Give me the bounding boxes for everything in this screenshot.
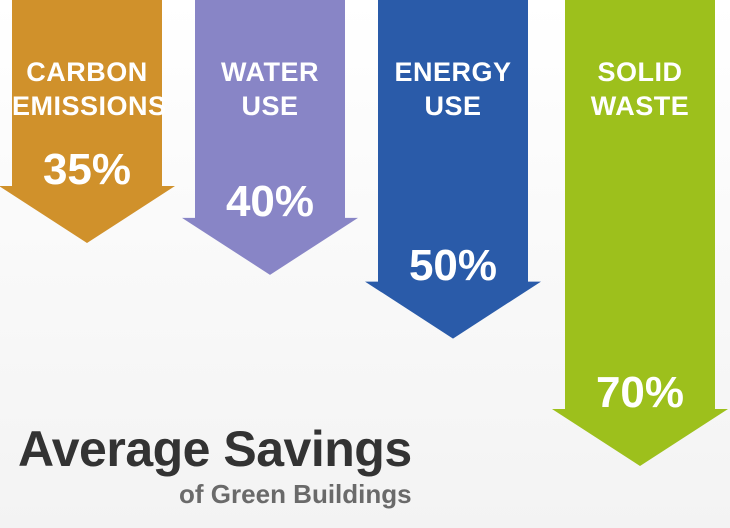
arrow <box>552 0 728 466</box>
category-label: WATER USE <box>221 57 319 121</box>
chart-title: Average Savings <box>18 421 412 477</box>
value-label: 50% <box>408 240 498 290</box>
category-label: CARBON EMISSIONS <box>12 57 167 121</box>
arrow <box>0 0 175 243</box>
chart-subtitle: of Green Buildings <box>179 479 412 509</box>
category-label: ENERGY USE <box>394 57 512 121</box>
arrow <box>182 0 358 275</box>
value-label: 35% <box>42 145 132 194</box>
category-label: SOLID WASTE <box>590 57 690 121</box>
titles: Average Savings of Green Buildings <box>18 420 412 510</box>
value-label: 70% <box>595 368 685 417</box>
value-label: 40% <box>225 176 315 226</box>
arrow <box>365 0 541 339</box>
